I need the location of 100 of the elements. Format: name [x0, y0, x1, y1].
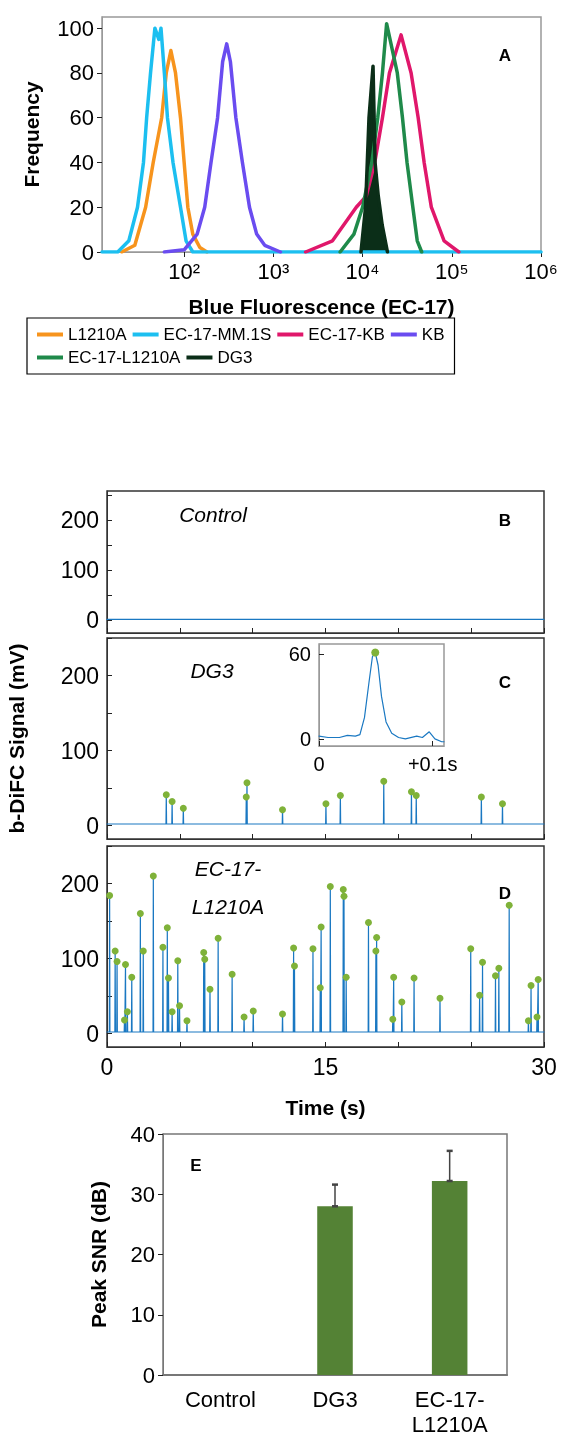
point — [495, 964, 503, 972]
y-tick-label: 100 — [60, 557, 99, 584]
annotation: Control — [179, 502, 249, 526]
point — [162, 791, 170, 799]
legend-label: L1210A — [68, 325, 128, 344]
point — [183, 1017, 191, 1025]
annotation: E — [190, 1155, 202, 1175]
point — [326, 883, 334, 890]
y-tick-label: 40 — [69, 149, 94, 175]
point — [339, 886, 347, 893]
annotation: C — [498, 672, 512, 692]
x-tick-label: 10² — [168, 258, 201, 284]
x-tick-label: 10⁴ — [345, 258, 380, 284]
y-tick-label: 200 — [60, 870, 99, 897]
point — [149, 872, 157, 880]
y-tick-label: 200 — [60, 662, 99, 689]
point — [179, 804, 187, 812]
annotation: A — [498, 45, 512, 65]
annotation: B — [498, 510, 512, 530]
point — [534, 976, 542, 983]
legend-label: EC-17-L1210A — [68, 348, 182, 367]
point — [206, 985, 214, 993]
point — [476, 991, 484, 999]
point — [342, 973, 350, 981]
point — [123, 1008, 131, 1016]
point — [340, 892, 348, 900]
legend-label: DG3 — [217, 348, 253, 367]
y-tick-label: 0 — [81, 239, 94, 265]
point — [389, 1015, 397, 1023]
y-tick-label: 80 — [69, 60, 94, 86]
point — [139, 947, 147, 955]
point — [214, 934, 222, 942]
point — [373, 934, 381, 941]
point — [243, 779, 251, 787]
x-tick-label: 10³ — [257, 258, 290, 284]
y-tick-label: 30 — [130, 1181, 155, 1207]
y-tick-label: 200 — [60, 507, 99, 534]
y-tick-label: 20 — [69, 194, 94, 220]
point — [290, 944, 298, 952]
point — [163, 924, 171, 932]
point — [159, 943, 167, 951]
x-tick-label: Control — [184, 1387, 256, 1412]
point — [316, 984, 324, 992]
point — [309, 945, 317, 953]
point — [128, 973, 136, 981]
legend-label: EC-17-MM.1S — [163, 325, 272, 344]
y-tick-label: 100 — [60, 945, 99, 972]
y-tick-label: 20 — [130, 1242, 155, 1267]
x-tick-label: 10⁶ — [524, 258, 558, 284]
point — [168, 798, 176, 805]
annotation: D — [498, 883, 512, 903]
point — [390, 973, 398, 981]
x-tick-label: 10⁵ — [434, 258, 469, 284]
point — [436, 994, 444, 1002]
point — [492, 972, 499, 980]
y-axis-title: Peak SNR (dB) — [87, 1180, 110, 1329]
point — [527, 982, 535, 989]
point — [279, 806, 287, 814]
x-tick-label: +0.1s — [407, 753, 458, 775]
y-axis-title: b-DiFC Signal (mV) — [5, 643, 28, 834]
x-axis-title: Time (s) — [285, 1096, 366, 1119]
point — [412, 792, 420, 799]
y-axis-title: Frequency — [20, 81, 43, 188]
point — [524, 1017, 532, 1025]
x-tick-label: EC-17- L1210A — [411, 1387, 488, 1437]
point — [279, 1010, 287, 1018]
point — [467, 945, 475, 953]
x-axis-title: Blue Fluorescence (EC-17) — [188, 295, 455, 318]
annotation: DG3 — [190, 658, 234, 682]
point — [498, 800, 506, 808]
point — [176, 1002, 184, 1010]
point — [201, 955, 209, 963]
point — [249, 1007, 257, 1015]
point — [174, 957, 182, 965]
point — [106, 892, 114, 899]
annotation: EC-17- L1210A — [191, 856, 265, 918]
y-tick-label: 10 — [130, 1302, 155, 1328]
x-tick-label: 30 — [531, 1053, 557, 1080]
legend-label: EC-17-KB — [308, 325, 385, 344]
point — [120, 1016, 128, 1024]
point — [477, 793, 485, 801]
x-tick-label: 15 — [312, 1053, 339, 1080]
x-tick-label: DG3 — [312, 1387, 358, 1412]
y-tick-label: 0 — [86, 607, 99, 634]
y-tick-label: 100 — [60, 737, 99, 764]
point — [122, 961, 129, 968]
point — [364, 919, 372, 926]
point — [228, 970, 236, 978]
y-tick-label: 60 — [288, 642, 311, 665]
y-tick-label: 0 — [86, 1020, 99, 1047]
y-tick-label: 0 — [142, 1362, 155, 1388]
point — [242, 793, 250, 801]
point — [164, 974, 172, 982]
point — [407, 788, 415, 796]
point — [505, 901, 513, 909]
y-tick-label: 100 — [57, 15, 94, 41]
point — [322, 800, 330, 808]
point — [136, 910, 144, 917]
legend-label: KB — [421, 325, 445, 344]
point — [336, 792, 344, 799]
